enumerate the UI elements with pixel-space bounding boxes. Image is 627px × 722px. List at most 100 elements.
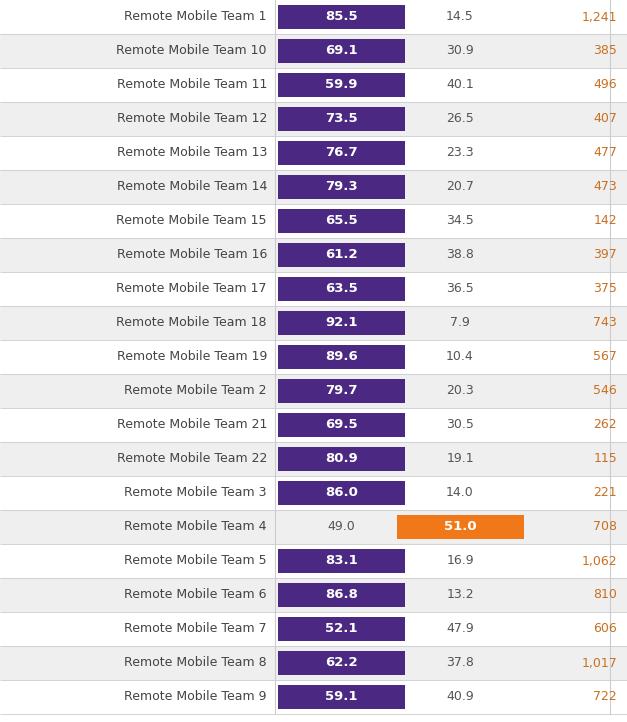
- Bar: [278, 141, 405, 165]
- Bar: [278, 5, 405, 29]
- Bar: [0, 680, 627, 714]
- Text: 86.8: 86.8: [325, 588, 358, 601]
- Bar: [278, 651, 405, 675]
- Bar: [0, 68, 627, 102]
- Text: 14.5: 14.5: [446, 11, 474, 24]
- Text: 546: 546: [593, 385, 617, 398]
- Bar: [278, 583, 405, 607]
- Bar: [278, 243, 405, 267]
- Bar: [0, 204, 627, 238]
- Bar: [0, 578, 627, 612]
- Text: 79.7: 79.7: [325, 385, 358, 398]
- Text: 722: 722: [593, 690, 617, 703]
- Text: 37.8: 37.8: [446, 656, 474, 669]
- Text: Remote Mobile Team 11: Remote Mobile Team 11: [117, 79, 267, 92]
- Text: 385: 385: [593, 45, 617, 58]
- Text: Remote Mobile Team 22: Remote Mobile Team 22: [117, 453, 267, 466]
- Bar: [0, 476, 627, 510]
- Text: 743: 743: [593, 316, 617, 329]
- Text: Remote Mobile Team 16: Remote Mobile Team 16: [117, 248, 267, 261]
- Bar: [0, 374, 627, 408]
- Text: Remote Mobile Team 2: Remote Mobile Team 2: [125, 385, 267, 398]
- Text: 34.5: 34.5: [446, 214, 474, 227]
- Text: 83.1: 83.1: [325, 554, 358, 567]
- Text: 51.0: 51.0: [444, 521, 477, 534]
- Text: 76.7: 76.7: [325, 147, 358, 160]
- Text: Remote Mobile Team 13: Remote Mobile Team 13: [117, 147, 267, 160]
- Text: Remote Mobile Team 19: Remote Mobile Team 19: [117, 350, 267, 363]
- Text: 20.3: 20.3: [446, 385, 474, 398]
- Text: 26.5: 26.5: [446, 113, 474, 126]
- Text: Remote Mobile Team 4: Remote Mobile Team 4: [125, 521, 267, 534]
- Text: 30.9: 30.9: [446, 45, 474, 58]
- Text: Remote Mobile Team 5: Remote Mobile Team 5: [124, 554, 267, 567]
- Text: 63.5: 63.5: [325, 282, 358, 295]
- Bar: [0, 612, 627, 646]
- Text: Remote Mobile Team 21: Remote Mobile Team 21: [117, 419, 267, 432]
- Text: 496: 496: [593, 79, 617, 92]
- Text: 49.0: 49.0: [328, 521, 356, 534]
- Text: Remote Mobile Team 15: Remote Mobile Team 15: [117, 214, 267, 227]
- Text: Remote Mobile Team 9: Remote Mobile Team 9: [125, 690, 267, 703]
- Bar: [0, 272, 627, 306]
- Text: 221: 221: [593, 487, 617, 500]
- Text: 73.5: 73.5: [325, 113, 358, 126]
- Text: 23.3: 23.3: [446, 147, 474, 160]
- Bar: [0, 136, 627, 170]
- Bar: [278, 209, 405, 233]
- Bar: [278, 73, 405, 97]
- Bar: [0, 306, 627, 340]
- Bar: [0, 442, 627, 476]
- Bar: [0, 238, 627, 272]
- Text: Remote Mobile Team 3: Remote Mobile Team 3: [125, 487, 267, 500]
- Text: 89.6: 89.6: [325, 350, 358, 363]
- Bar: [278, 447, 405, 471]
- Text: 473: 473: [593, 180, 617, 193]
- Text: 1,241: 1,241: [581, 11, 617, 24]
- Text: 80.9: 80.9: [325, 453, 358, 466]
- Text: 16.9: 16.9: [446, 554, 474, 567]
- Text: 38.8: 38.8: [446, 248, 474, 261]
- Bar: [0, 510, 627, 544]
- Text: 1,062: 1,062: [581, 554, 617, 567]
- Text: 61.2: 61.2: [325, 248, 358, 261]
- Text: 477: 477: [593, 147, 617, 160]
- Text: 1,017: 1,017: [581, 656, 617, 669]
- Text: 62.2: 62.2: [325, 656, 358, 669]
- Bar: [0, 0, 627, 34]
- Bar: [0, 102, 627, 136]
- Text: 14.0: 14.0: [446, 487, 474, 500]
- Text: 40.9: 40.9: [446, 690, 474, 703]
- Bar: [278, 617, 405, 641]
- Bar: [0, 544, 627, 578]
- Text: Remote Mobile Team 10: Remote Mobile Team 10: [117, 45, 267, 58]
- Text: Remote Mobile Team 14: Remote Mobile Team 14: [117, 180, 267, 193]
- Text: 142: 142: [593, 214, 617, 227]
- Text: 567: 567: [593, 350, 617, 363]
- Text: 20.7: 20.7: [446, 180, 474, 193]
- Bar: [278, 175, 405, 199]
- Text: 19.1: 19.1: [446, 453, 474, 466]
- Text: Remote Mobile Team 12: Remote Mobile Team 12: [117, 113, 267, 126]
- Text: 606: 606: [593, 622, 617, 635]
- Text: 40.1: 40.1: [446, 79, 474, 92]
- Text: 92.1: 92.1: [325, 316, 358, 329]
- Text: Remote Mobile Team 1: Remote Mobile Team 1: [125, 11, 267, 24]
- Bar: [0, 170, 627, 204]
- Text: 47.9: 47.9: [446, 622, 474, 635]
- Bar: [396, 515, 524, 539]
- Text: 407: 407: [593, 113, 617, 126]
- Bar: [278, 379, 405, 403]
- Text: 13.2: 13.2: [446, 588, 474, 601]
- Text: 708: 708: [593, 521, 617, 534]
- Bar: [278, 107, 405, 131]
- Text: 36.5: 36.5: [446, 282, 474, 295]
- Text: 262: 262: [593, 419, 617, 432]
- Text: 69.5: 69.5: [325, 419, 358, 432]
- Text: 115: 115: [593, 453, 617, 466]
- Bar: [0, 408, 627, 442]
- Text: 10.4: 10.4: [446, 350, 474, 363]
- Bar: [278, 685, 405, 709]
- Text: Remote Mobile Team 6: Remote Mobile Team 6: [125, 588, 267, 601]
- Text: 30.5: 30.5: [446, 419, 474, 432]
